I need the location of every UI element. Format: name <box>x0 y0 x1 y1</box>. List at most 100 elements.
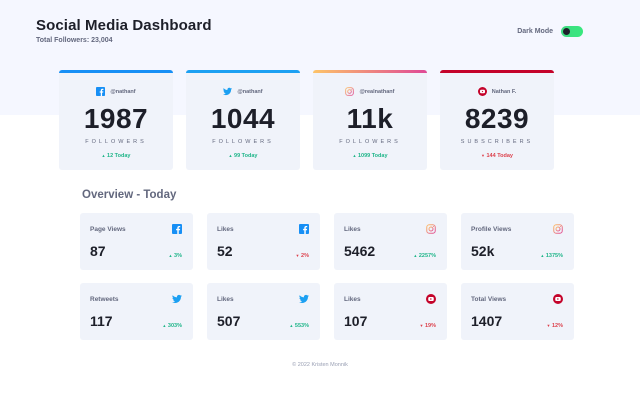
youtube-icon <box>477 87 487 96</box>
card-top-bar <box>186 70 300 73</box>
facebook-icon <box>172 224 182 234</box>
stat-percent-text: 19% <box>424 323 436 329</box>
twitter-icon <box>172 294 182 304</box>
today-change-text: 144 Today <box>486 153 514 159</box>
arrow-up-icon: ▲ <box>289 323 294 328</box>
stat-value: 52k <box>471 243 495 259</box>
facebook-icon <box>96 87 106 96</box>
today-change-text: 1099 Today <box>357 153 388 159</box>
stat-value: 107 <box>344 313 368 329</box>
stat-percent: ▲ 303% <box>162 323 182 329</box>
stat-percent-text: 303% <box>167 323 182 329</box>
dark-mode-label: Dark Mode <box>517 28 553 35</box>
stat-value: 5462 <box>344 243 376 259</box>
overview-card-youtube-total-views[interactable]: Total Views 1407 ▼ 12% <box>461 283 574 340</box>
stat-percent-text: 2% <box>301 253 309 259</box>
handle[interactable]: @realnathanf <box>359 88 395 95</box>
stat-value: 117 <box>90 313 113 329</box>
stat-percent-text: 12% <box>551 323 563 329</box>
stat-percent: ▲ 2257% <box>413 253 436 259</box>
follower-unit: FOLLOWERS <box>212 139 274 145</box>
dark-mode-toggle-group: Dark Mode <box>517 26 583 37</box>
youtube-icon <box>553 294 563 304</box>
handle-row: Nathan F. <box>440 70 554 99</box>
overview-grid: Page Views 87 ▲ 3% Likes 52 ▼ 2% Likes 5… <box>80 213 574 340</box>
arrow-up-icon: ▲ <box>162 323 167 328</box>
instagram-icon <box>553 224 563 234</box>
card-top-bar <box>59 70 173 73</box>
total-followers: Total Followers: 23,004 <box>36 37 113 44</box>
card-top-bar <box>440 70 554 73</box>
page-title: Social Media Dashboard <box>36 17 212 34</box>
today-change: ▲ 12 Today <box>59 153 173 159</box>
overview-card-instagram-likes[interactable]: Likes 5462 ▲ 2257% <box>334 213 447 270</box>
instagram-icon <box>345 87 355 96</box>
follower-unit: FOLLOWERS <box>85 139 147 145</box>
stat-percent: ▲ 1375% <box>540 253 563 259</box>
stat-percent: ▲ 553% <box>289 323 309 329</box>
follower-count: 11k <box>346 103 394 134</box>
arrow-up-icon: ▲ <box>352 153 357 158</box>
overview-card-youtube-likes[interactable]: Likes 107 ▼ 19% <box>334 283 447 340</box>
arrow-down-icon: ▼ <box>295 253 300 258</box>
dark-mode-toggle[interactable] <box>561 26 583 37</box>
handle-row: @realnathanf <box>313 70 427 99</box>
instagram-icon <box>426 224 436 234</box>
stat-label: Likes <box>344 296 361 303</box>
handle[interactable]: @nathanf <box>237 88 263 95</box>
stat-value: 507 <box>217 313 241 329</box>
stat-percent: ▲ 3% <box>169 253 182 259</box>
arrow-up-icon: ▲ <box>101 153 106 158</box>
overview-card-facebook-page-views[interactable]: Page Views 87 ▲ 3% <box>80 213 193 270</box>
stat-label: Likes <box>217 296 234 303</box>
toggle-knob <box>563 28 570 35</box>
twitter-icon <box>223 87 233 96</box>
overview-card-facebook-likes[interactable]: Likes 52 ▼ 2% <box>207 213 320 270</box>
follower-count: 1987 <box>83 103 149 134</box>
today-change: ▲ 99 Today <box>186 153 300 159</box>
stat-percent: ▼ 12% <box>546 323 563 329</box>
overview-card-instagram-profile-views[interactable]: Profile Views 52k ▲ 1375% <box>461 213 574 270</box>
stat-percent: ▼ 2% <box>296 253 309 259</box>
stat-label: Profile Views <box>471 226 512 233</box>
arrow-down-icon: ▼ <box>419 323 424 328</box>
follower-unit: SUBSCRIBERS <box>460 139 534 145</box>
overview-card-twitter-likes[interactable]: Likes 507 ▲ 553% <box>207 283 320 340</box>
follower-card-youtube[interactable]: Nathan F. 8239 SUBSCRIBERS ▼ 144 Today <box>440 70 554 170</box>
stat-percent-text: 553% <box>294 323 309 329</box>
follower-count: 1044 <box>210 103 276 134</box>
stat-label: Likes <box>217 226 234 233</box>
dashboard-header: Social Media Dashboard Total Followers: … <box>36 17 212 44</box>
arrow-down-icon: ▼ <box>546 323 551 328</box>
card-top-bar <box>313 70 427 73</box>
twitter-icon <box>299 294 309 304</box>
arrow-up-icon: ▲ <box>228 153 233 158</box>
stat-percent-text: 2257% <box>418 253 436 259</box>
handle[interactable]: Nathan F. <box>491 88 517 95</box>
stat-label: Page Views <box>90 226 126 233</box>
arrow-up-icon: ▲ <box>540 253 545 258</box>
handle[interactable]: @nathanf <box>110 88 136 95</box>
stat-label: Total Views <box>471 296 507 303</box>
follower-card-twitter[interactable]: @nathanf 1044 FOLLOWERS ▲ 99 Today <box>186 70 300 170</box>
today-change: ▼ 144 Today <box>440 153 554 159</box>
follower-cards: @nathanf 1987 FOLLOWERS ▲ 12 Today @nath… <box>59 70 554 170</box>
stat-value: 1407 <box>471 313 503 329</box>
handle-row: @nathanf <box>59 70 173 99</box>
follower-card-facebook[interactable]: @nathanf 1987 FOLLOWERS ▲ 12 Today <box>59 70 173 170</box>
stat-percent-text: 3% <box>174 253 182 259</box>
footer: © 2022 Kristen Monnik <box>292 362 348 368</box>
overview-title: Overview - Today <box>82 189 177 201</box>
today-change: ▲ 1099 Today <box>313 153 427 159</box>
follower-card-instagram[interactable]: @realnathanf 11k FOLLOWERS ▲ 1099 Today <box>313 70 427 170</box>
facebook-icon <box>299 224 309 234</box>
today-change-text: 12 Today <box>107 153 131 159</box>
arrow-down-icon: ▼ <box>481 153 485 158</box>
stat-label: Retweets <box>90 296 119 303</box>
youtube-icon <box>426 294 436 304</box>
stat-value: 87 <box>90 243 106 259</box>
arrow-up-icon: ▲ <box>168 253 173 258</box>
stat-percent-text: 1375% <box>545 253 563 259</box>
overview-card-twitter-retweets[interactable]: Retweets 117 ▲ 303% <box>80 283 193 340</box>
arrow-up-icon: ▲ <box>413 253 418 258</box>
